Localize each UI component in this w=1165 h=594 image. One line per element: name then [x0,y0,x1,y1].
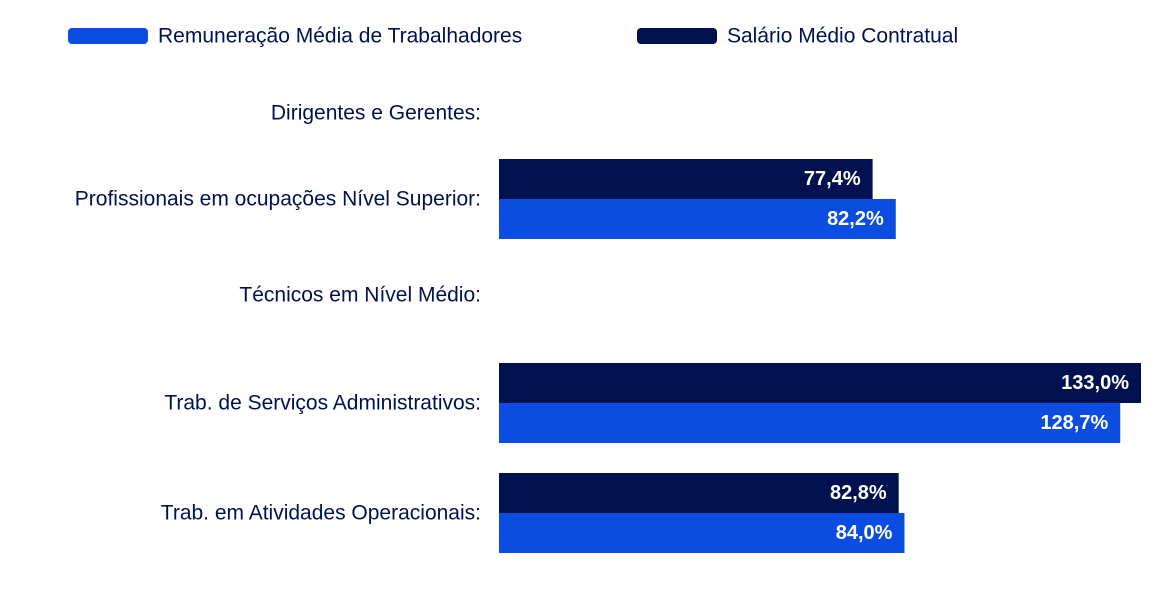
legend-swatch-remuneracao-media-de-trabalhadores [68,28,148,44]
category-label: Profissionais em ocupações Nível Superio… [75,188,481,211]
category-labels: Dirigentes e Gerentes: Profissionais em o… [75,102,481,525]
value-label: 84,0% [836,522,893,544]
category-label: Trab. de Serviços Administrativos: [164,392,481,415]
category-label: Dirigentes e Gerentes: [271,102,481,125]
legend-swatch-salario-medio-contratual [637,28,717,44]
legend: Remuneração Média de Trabalhadores Salári… [68,25,958,48]
bars [499,159,1141,553]
value-label: 82,8% [830,482,887,504]
category-label: Trab. em Atividades Operacionais: [161,502,481,525]
value-label: 128,7% [1040,412,1108,434]
bar-remuneracao-media-de-trabalhadores [499,199,896,239]
legend-label-salario-medio-contratual: Salário Médio Contratual [727,25,958,48]
value-label: 82,2% [827,208,884,230]
bar-salario-medio-contratual [499,159,873,199]
bar-salario-medio-contratual [499,363,1141,403]
bar-remuneracao-media-de-trabalhadores [499,513,905,553]
value-label: 133,0% [1061,372,1129,394]
category-label: Técnicos em Nível Médio: [239,284,481,307]
legend-label-remuneracao-media-de-trabalhadores: Remuneração Média de Trabalhadores [158,25,522,48]
value-label: 77,4% [804,168,861,190]
bar-remuneracao-media-de-trabalhadores [499,403,1121,443]
value-labels: 77,4% 133,0% 82,8% 82,2% 128,7% 84,0% [804,168,1129,544]
bar-salario-medio-contratual [499,473,899,513]
